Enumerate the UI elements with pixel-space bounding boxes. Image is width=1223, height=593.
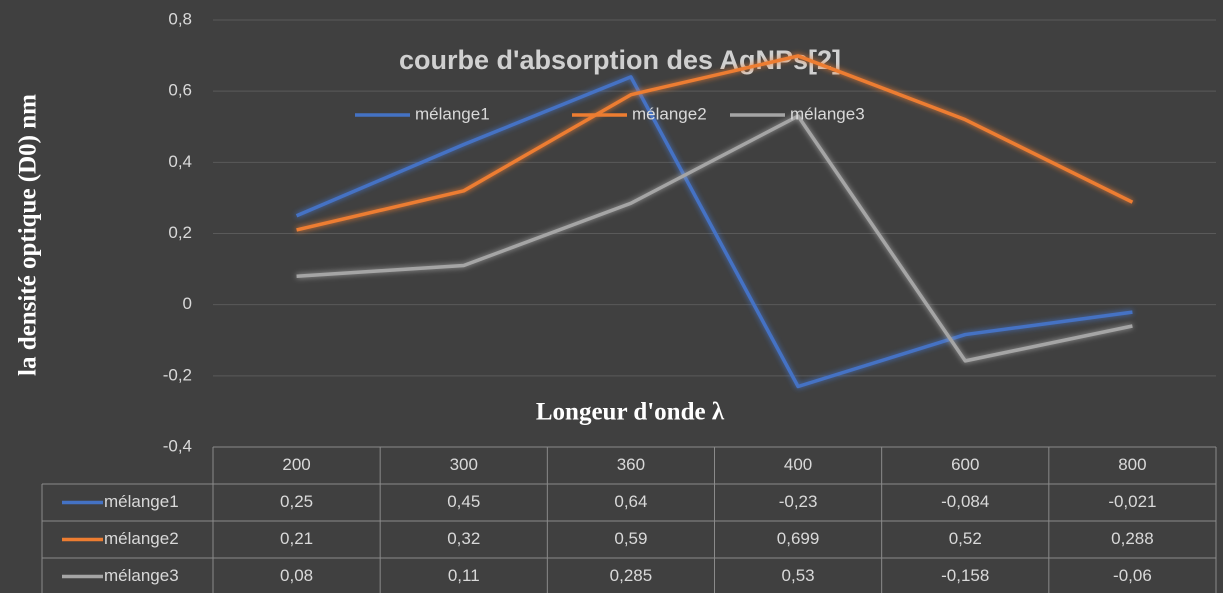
series-line xyxy=(296,114,1133,363)
x-tick-label: 600 xyxy=(951,455,979,474)
table-value: -0,158 xyxy=(941,566,989,585)
table-value: 0,53 xyxy=(782,566,815,585)
table-series-name: mélange3 xyxy=(104,566,179,585)
y-tick-label: 0,2 xyxy=(168,223,192,242)
table-value: -0,084 xyxy=(941,492,989,511)
table-value: 0,11 xyxy=(448,566,480,585)
y-axis-title: la densité optique (D0) nm xyxy=(15,94,42,376)
table-series-name: mélange2 xyxy=(104,529,179,548)
legend-label: mélange1 xyxy=(415,104,490,123)
y-tick-label: -0,4 xyxy=(163,436,192,455)
table-series-name: mélange1 xyxy=(104,492,179,511)
table-value: 0,64 xyxy=(614,492,647,511)
y-tick-label: -0,2 xyxy=(163,365,192,384)
series-line xyxy=(296,54,1134,232)
table-value: 0,32 xyxy=(447,529,480,548)
table-value: 0,699 xyxy=(777,529,820,548)
legend-label: mélange3 xyxy=(790,104,865,123)
x-tick-label: 400 xyxy=(784,455,812,474)
table-value: -0,021 xyxy=(1108,492,1156,511)
table-value: 0,25 xyxy=(280,492,313,511)
table-value: 0,59 xyxy=(614,529,647,548)
table-value: -0,23 xyxy=(779,492,818,511)
y-tick-label: 0,4 xyxy=(168,152,192,171)
y-tick-label: 0,8 xyxy=(168,9,192,28)
table-value: -0,06 xyxy=(1113,566,1152,585)
x-tick-label: 800 xyxy=(1118,455,1146,474)
chart-title: courbe d'absorption des AgNPs[2] xyxy=(399,45,841,75)
table-value: 0,45 xyxy=(447,492,480,511)
x-tick-label: 360 xyxy=(617,455,645,474)
x-tick-label: 300 xyxy=(450,455,478,474)
y-tick-label: 0,6 xyxy=(168,81,192,100)
table-value: 0,08 xyxy=(280,566,313,585)
legend-label: mélange2 xyxy=(632,104,707,123)
table-value: 0,288 xyxy=(1111,529,1154,548)
table-value: 0,285 xyxy=(610,566,653,585)
table-value: 0,52 xyxy=(949,529,982,548)
y-tick-label: 0 xyxy=(183,294,192,313)
series-line xyxy=(295,75,1133,389)
x-axis-title: Longeur d'onde λ xyxy=(536,399,725,426)
table-value: 0,21 xyxy=(280,529,313,548)
x-tick-label: 200 xyxy=(282,455,310,474)
